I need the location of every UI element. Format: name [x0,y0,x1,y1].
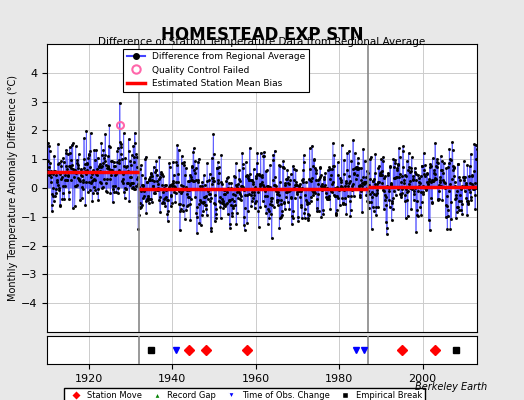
Legend: Difference from Regional Average, Quality Control Failed, Estimated Station Mean: Difference from Regional Average, Qualit… [123,48,309,92]
Legend: Station Move, Record Gap, Time of Obs. Change, Empirical Break: Station Move, Record Gap, Time of Obs. C… [64,388,425,400]
Y-axis label: Monthly Temperature Anomaly Difference (°C): Monthly Temperature Anomaly Difference (… [8,75,18,301]
Text: Berkeley Earth: Berkeley Earth [415,382,487,392]
Title: HOMESTEAD EXP STN: HOMESTEAD EXP STN [161,26,363,44]
Text: Difference of Station Temperature Data from Regional Average: Difference of Station Temperature Data f… [99,37,425,47]
